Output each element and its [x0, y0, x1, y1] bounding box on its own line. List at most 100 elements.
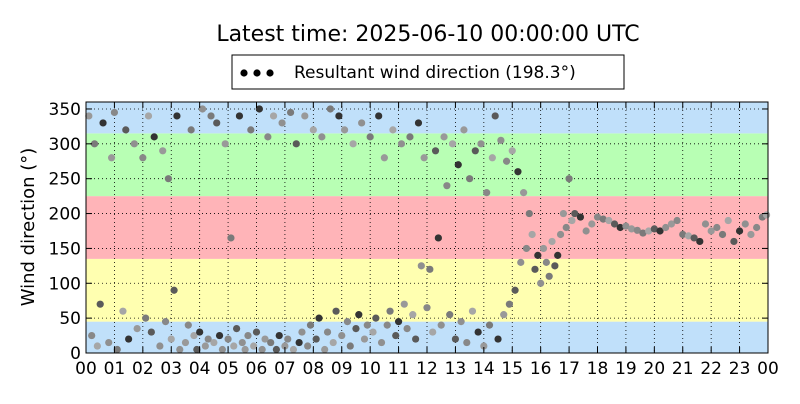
data-point: [622, 222, 630, 230]
data-point: [215, 331, 224, 340]
y-tick-label: 250: [49, 170, 81, 190]
data-point: [551, 262, 559, 270]
data-point: [443, 182, 451, 190]
data-point: [295, 338, 303, 347]
scatter-points: [85, 105, 771, 354]
data-point: [107, 154, 116, 162]
data-point: [315, 314, 323, 322]
data-point: [241, 345, 249, 354]
data-point: [210, 338, 218, 347]
data-point: [326, 105, 334, 113]
data-point: [735, 227, 744, 235]
data-point: [281, 342, 289, 350]
data-point: [556, 230, 565, 239]
data-point: [244, 331, 252, 340]
data-point: [724, 216, 732, 225]
data-point: [522, 244, 531, 253]
data-point: [159, 147, 167, 155]
data-point: [170, 286, 178, 294]
x-tick-label: 12: [416, 359, 438, 379]
data-point: [301, 112, 309, 120]
data-point: [238, 338, 246, 347]
data-point: [753, 223, 761, 232]
data-point: [190, 331, 198, 340]
data-point: [466, 175, 474, 183]
data-point: [491, 112, 499, 120]
data-point: [576, 213, 585, 221]
data-point: [375, 112, 383, 120]
data-point: [150, 133, 158, 141]
data-point: [363, 321, 371, 329]
data-point: [125, 335, 133, 343]
data-point: [730, 237, 738, 246]
data-point: [284, 335, 292, 343]
data-point: [380, 154, 388, 162]
data-point: [358, 119, 366, 127]
data-point: [122, 126, 130, 134]
data-point: [187, 126, 195, 134]
data-point: [130, 140, 138, 148]
x-tick-label: 15: [501, 359, 523, 379]
data-point: [747, 230, 755, 239]
data-point: [110, 108, 119, 117]
data-point: [323, 328, 332, 336]
data-point: [483, 189, 491, 197]
y-tick-label: 350: [49, 100, 81, 120]
data-point: [233, 324, 241, 333]
data-point: [406, 133, 414, 141]
data-point: [571, 209, 579, 218]
data-point: [198, 105, 207, 113]
data-point: [250, 342, 258, 350]
data-point: [488, 154, 496, 162]
data-point: [517, 258, 525, 266]
data-point: [269, 112, 278, 120]
data-point: [684, 232, 693, 240]
data-point: [593, 213, 602, 221]
data-point: [508, 147, 516, 155]
data-point: [218, 345, 226, 354]
data-point: [213, 119, 221, 127]
y-tick-label: 50: [59, 309, 81, 329]
x-axis-ticks: 00 01 02 03 04 05 06 07 08 09 10 11 12 13 14 15 16 17 18 19…: [75, 102, 779, 379]
x-tick-label: 19: [615, 359, 637, 379]
data-point: [562, 223, 570, 232]
data-point: [542, 258, 550, 266]
data-point: [340, 126, 349, 134]
data-point: [338, 331, 346, 340]
data-point: [650, 225, 658, 233]
legend-box: [231, 54, 625, 90]
data-point: [457, 318, 465, 326]
data-point: [309, 126, 317, 134]
y-tick-label: 0: [70, 344, 81, 364]
x-tick-label: 13: [445, 359, 467, 379]
y-tick-label: 300: [49, 135, 81, 155]
data-point: [304, 342, 312, 350]
x-tick-label: 17: [558, 359, 580, 379]
data-point: [423, 304, 431, 312]
data-point: [306, 321, 315, 329]
data-point: [224, 335, 232, 343]
data-point: [329, 338, 337, 347]
data-point: [355, 311, 363, 319]
data-point: [335, 112, 343, 120]
x-tick-label: 03: [160, 359, 182, 379]
data-point: [278, 119, 286, 127]
data-point: [514, 168, 522, 176]
data-point: [568, 216, 576, 225]
data-point: [392, 331, 400, 340]
data-point: [511, 286, 519, 294]
legend: Resultant wind direction (198.3°): [231, 54, 625, 90]
data-point: [372, 314, 380, 322]
data-point: [369, 328, 377, 336]
data-point: [628, 225, 636, 233]
data-point: [545, 272, 553, 280]
x-tick-label: 16: [530, 359, 552, 379]
data-point: [287, 108, 295, 117]
data-point: [332, 307, 340, 315]
data-point: [554, 251, 562, 259]
data-point: [440, 133, 448, 141]
data-point: [264, 133, 272, 141]
data-point: [144, 112, 153, 120]
x-tick-label: 00: [75, 359, 97, 379]
